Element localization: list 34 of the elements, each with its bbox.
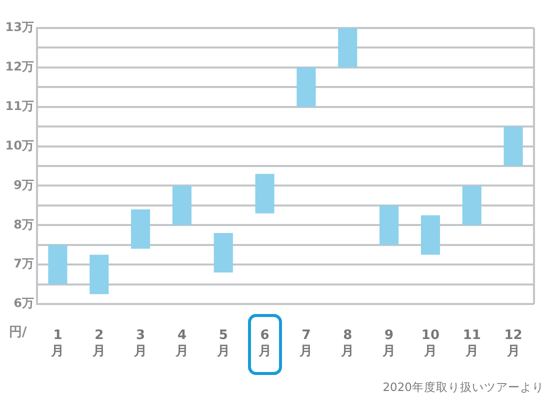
text: 2020年度取り扱いツアーより xyxy=(382,380,544,395)
y-tick-label: 7万 xyxy=(14,256,34,271)
x-tick-label: 3月 xyxy=(133,328,148,359)
y-axis-title: 円/ xyxy=(9,324,27,341)
y-tick-label: 8万 xyxy=(14,217,34,232)
x-tick-label: 6月 xyxy=(257,328,272,359)
x-tick-label: 8月 xyxy=(340,328,354,359)
bar xyxy=(48,244,68,284)
x-tick-label: 7月 xyxy=(298,328,313,359)
bar xyxy=(462,186,482,226)
y-tick-label: 11万 xyxy=(5,98,34,113)
x-tick-label: 2月 xyxy=(92,328,106,359)
bar xyxy=(338,28,358,68)
y-tick-label: 9万 xyxy=(14,178,34,192)
bar xyxy=(214,233,233,272)
x-tick-label: 9月 xyxy=(382,328,396,359)
x-tick-label: 11月 xyxy=(462,328,481,359)
x-tick-label: 10月 xyxy=(421,328,440,359)
bar xyxy=(296,67,316,107)
bar xyxy=(131,209,150,249)
y-tick-label: 6万 xyxy=(14,296,34,310)
y-tick-label: 10万 xyxy=(5,138,34,152)
y-tick-label: 13万 xyxy=(5,20,34,34)
x-tick-label: 12月 xyxy=(504,328,522,359)
bar xyxy=(255,174,274,214)
x-tick-label: 4月 xyxy=(174,328,188,359)
y-tick-label: 12万 xyxy=(5,60,34,74)
x-tick-label: 5月 xyxy=(216,328,230,359)
bar xyxy=(420,215,440,255)
bar xyxy=(172,186,192,226)
bar xyxy=(504,126,523,166)
bar xyxy=(90,254,109,294)
x-tick-label: 1月 xyxy=(50,328,64,359)
bar xyxy=(380,205,399,245)
